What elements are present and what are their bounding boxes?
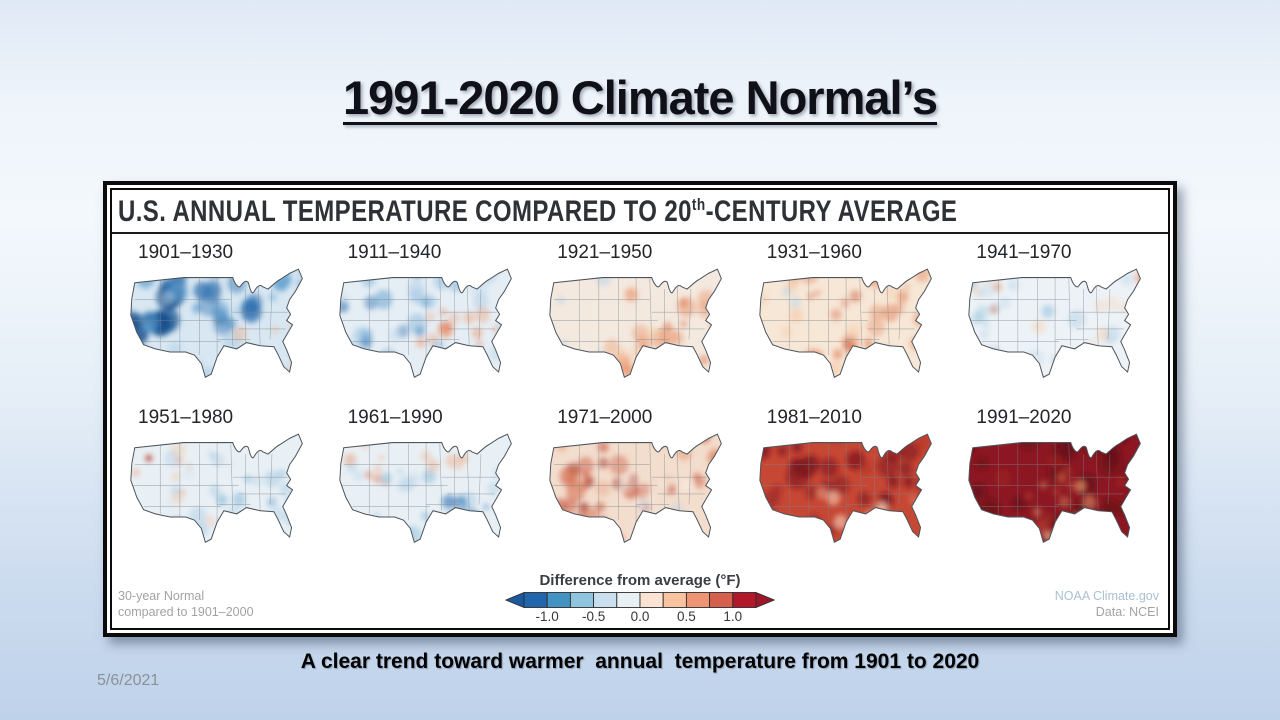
us-anomaly-map — [130, 268, 303, 378]
map-panel: 1981–2010 — [745, 399, 955, 564]
map-period-label: 1961–1990 — [347, 407, 443, 428]
map-period-label: 1921–1950 — [557, 242, 653, 263]
figure-footer: 30-year Normal compared to 1901–2000 Dif… — [112, 564, 1168, 628]
figure-frame: U.S. ANNUAL TEMPERATURE COMPARED TO 20th… — [103, 181, 1177, 637]
figure-credit: NOAA Climate.gov Data: NCEI — [1055, 588, 1159, 621]
figure: U.S. ANNUAL TEMPERATURE COMPARED TO 20th… — [110, 188, 1170, 630]
legend-tick: -1.0 — [535, 609, 559, 624]
us-anomaly-map — [758, 268, 932, 378]
colorbar-svg — [505, 591, 775, 609]
map-period-label: 1971–2000 — [557, 407, 653, 428]
legend-tick: 1.0 — [723, 609, 743, 624]
slide-date: 5/6/2021 — [97, 672, 160, 689]
legend-tick: 0.0 — [630, 609, 650, 624]
us-anomaly-map — [968, 433, 1142, 543]
slide-caption: A clear trend toward warmer annual tempe… — [300, 650, 980, 673]
slide-title: 1991-2020 Climate Normal’s — [0, 70, 1280, 125]
map-period-label: 1901–1930 — [138, 242, 234, 263]
us-anomaly-map — [968, 268, 1142, 378]
map-panel: 1961–1990 — [326, 399, 536, 564]
legend-label: Difference from average (°F) — [539, 572, 741, 589]
legend-colorbar — [500, 591, 780, 609]
map-panel: 1921–1950 — [535, 234, 745, 399]
us-anomaly-map — [130, 433, 303, 543]
us-anomaly-map — [549, 433, 722, 543]
map-period-label: 1991–2020 — [976, 407, 1072, 428]
map-panel: 1991–2020 — [954, 399, 1164, 564]
legend-ticks: -1.0 -0.5 0.0 0.5 1.0 — [524, 609, 756, 625]
map-period-label: 1941–1970 — [976, 242, 1072, 263]
credit-noaa: NOAA Climate.gov — [1054, 588, 1159, 603]
map-panel: 1951–1980 — [116, 399, 326, 564]
legend-tick: 0.5 — [677, 609, 696, 624]
map-period-label: 1951–1980 — [138, 407, 234, 428]
us-anomaly-map — [339, 268, 513, 378]
us-anomaly-map — [758, 433, 932, 543]
figure-note-left: 30-year Normal compared to 1901–2000 — [118, 588, 254, 621]
map-panel: 1931–1960 — [745, 234, 955, 399]
superscript-th: th — [691, 195, 706, 214]
map-period-label: 1911–1940 — [347, 242, 442, 263]
slide-title-text: 1991-2020 Climate Normal’s — [342, 71, 938, 124]
map-panel: 1941–1970 — [954, 234, 1164, 399]
us-anomaly-map — [549, 268, 722, 378]
legend: Difference from average (°F) -1.0 -0.5 0.0… — [500, 572, 780, 625]
us-anomaly-map — [339, 433, 513, 543]
figure-header: U.S. ANNUAL TEMPERATURE COMPARED TO 20th… — [112, 190, 1168, 234]
note-line-2: compared to 1901–2000 — [118, 604, 254, 619]
map-panel: 1911–1940 — [326, 234, 536, 399]
note-line-1: 30-year Normal — [118, 588, 205, 603]
colorbar-left-arrow — [505, 591, 525, 609]
legend-tick: -0.5 — [581, 609, 606, 624]
colorbar-right-arrow — [755, 591, 775, 609]
map-period-label: 1931–1960 — [766, 242, 862, 263]
figure-header-text: U.S. ANNUAL TEMPERATURE COMPARED TO 20th… — [118, 195, 958, 228]
map-period-label: 1981–2010 — [766, 407, 862, 428]
credit-data-source: Data: NCEI — [1095, 604, 1159, 619]
map-panel: 1971–2000 — [535, 399, 745, 564]
map-panel: 1901–1930 — [116, 234, 326, 399]
map-grid: 1901–1930 1911–1940 1921–1950 1931–1960 1941… — [112, 234, 1168, 564]
